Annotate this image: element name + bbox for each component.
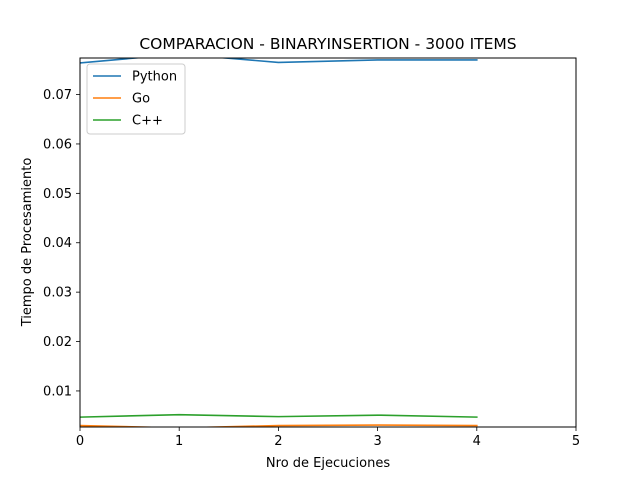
y-tick-label: 0.01 xyxy=(43,384,72,399)
y-axis: 0.01 0.02 0.03 0.04 0.05 0.06 0.07 xyxy=(43,88,80,399)
series-line-c- xyxy=(80,413,478,418)
series-line-go xyxy=(80,424,478,427)
legend: Python Go C++ xyxy=(86,63,186,135)
x-tick-label: 2 xyxy=(274,434,282,449)
legend-label-c-: C++ xyxy=(132,114,163,129)
y-axis-label: Tiempo de Procesamiento xyxy=(20,158,35,328)
legend-label-python: Python xyxy=(132,70,177,85)
y-tick-label: 0.05 xyxy=(43,187,72,202)
x-axis: 0 1 2 3 4 5 xyxy=(76,427,580,449)
x-axis-label: Nro de Ejecuciones xyxy=(266,456,390,471)
x-tick-label: 3 xyxy=(373,434,381,449)
series-line-python xyxy=(80,58,478,64)
chart-title: COMPARACION - BINARYINSERTION - 3000 ITE… xyxy=(139,35,516,53)
y-tick-label: 0.04 xyxy=(43,236,72,251)
legend-box xyxy=(86,63,186,135)
series-layer xyxy=(80,58,478,427)
y-tick-label: 0.03 xyxy=(43,286,72,301)
y-tick-label: 0.07 xyxy=(43,88,72,103)
y-tick-label: 0.06 xyxy=(43,137,72,152)
x-tick-label: 5 xyxy=(572,434,580,449)
x-tick-label: 4 xyxy=(473,434,481,449)
y-tick-label: 0.02 xyxy=(43,335,72,350)
x-tick-label: 1 xyxy=(175,434,183,449)
x-tick-label: 0 xyxy=(76,434,84,449)
legend-label-go: Go xyxy=(132,92,150,107)
